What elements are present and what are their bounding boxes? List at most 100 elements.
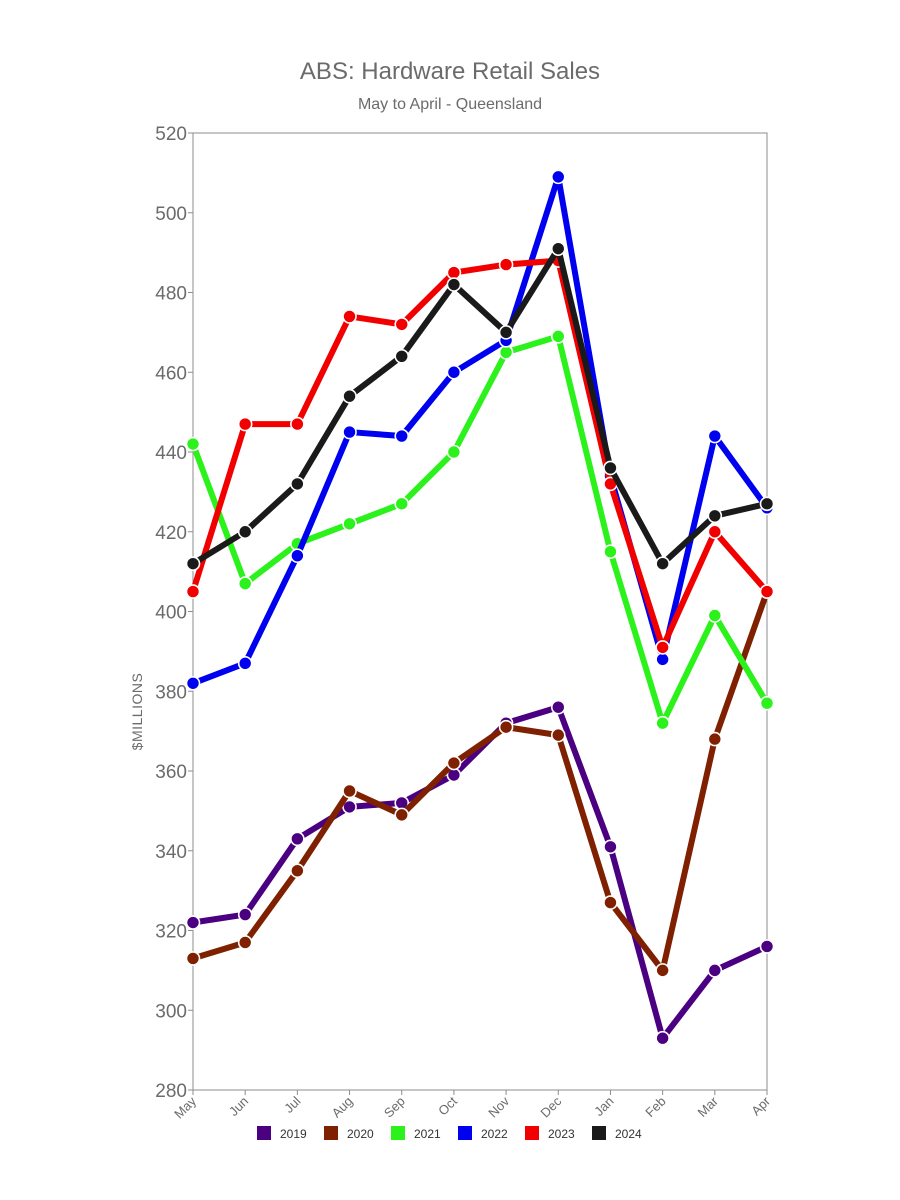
y-tick-label: 280 xyxy=(155,1081,187,1102)
data-point-2021 xyxy=(759,695,775,711)
data-point-2020 xyxy=(185,951,201,966)
legend-swatch-2021 xyxy=(391,1126,405,1140)
legend-label-2024: 2024 xyxy=(615,1127,642,1141)
data-point-2022 xyxy=(237,656,253,671)
y-tick-label: 420 xyxy=(155,523,187,544)
data-point-2024 xyxy=(498,325,514,340)
legend-swatch-2019 xyxy=(257,1126,271,1140)
data-point-2020 xyxy=(707,731,723,747)
data-point-2024 xyxy=(185,556,201,571)
data-point-2020 xyxy=(342,783,357,799)
data-point-2019 xyxy=(550,699,566,715)
data-point-2024 xyxy=(603,460,618,476)
legend-label-2020: 2020 xyxy=(347,1127,374,1141)
series-2022 xyxy=(185,169,775,691)
legend-label-2023: 2023 xyxy=(548,1127,575,1141)
data-point-2019 xyxy=(342,799,357,815)
data-point-2024 xyxy=(655,556,670,571)
series-line-2023 xyxy=(190,257,770,651)
chart-title: ABS: Hardware Retail Sales xyxy=(299,58,601,85)
y-tick-label: 380 xyxy=(155,682,187,703)
series-line-2024 xyxy=(190,245,770,567)
legend-label-2022: 2022 xyxy=(481,1127,508,1141)
series-2024 xyxy=(185,241,775,571)
y-tick-label: 400 xyxy=(155,603,187,624)
data-point-2021 xyxy=(394,496,410,512)
data-point-2022 xyxy=(550,169,566,185)
data-point-2023 xyxy=(342,309,357,324)
data-point-2022 xyxy=(394,428,410,444)
y-tick-label: 440 xyxy=(155,443,187,464)
data-point-2021 xyxy=(498,345,514,360)
series-line-2021 xyxy=(190,333,770,727)
data-point-2022 xyxy=(290,548,305,563)
data-point-2023 xyxy=(237,416,253,432)
legend-swatch-2024 xyxy=(592,1126,606,1140)
data-point-2021 xyxy=(446,444,462,460)
data-point-2024 xyxy=(759,496,775,512)
x-tick-label: Dec xyxy=(537,1093,564,1120)
data-point-2020 xyxy=(655,963,670,978)
data-point-2020 xyxy=(237,935,253,950)
data-point-2020 xyxy=(498,719,514,735)
x-tick-label: Jul xyxy=(281,1093,303,1115)
legend-label-2019: 2019 xyxy=(280,1127,307,1141)
data-point-2023 xyxy=(394,317,410,332)
y-tick-label: 340 xyxy=(155,842,187,863)
data-point-2019 xyxy=(707,963,723,978)
data-point-2019 xyxy=(290,831,305,847)
data-point-2021 xyxy=(603,544,618,559)
y-axis-title: $MILLIONS xyxy=(129,673,145,751)
data-point-2023 xyxy=(759,584,775,599)
data-point-2024 xyxy=(394,348,410,364)
data-point-2024 xyxy=(342,388,357,404)
data-point-2021 xyxy=(550,329,566,344)
data-point-2022 xyxy=(185,675,201,691)
series-2021 xyxy=(185,329,775,731)
data-point-2019 xyxy=(237,907,253,922)
x-tick-label: Feb xyxy=(642,1094,668,1120)
x-tick-label: Sep xyxy=(381,1094,408,1121)
data-point-2022 xyxy=(446,364,462,380)
data-point-2019 xyxy=(603,839,618,855)
data-point-2020 xyxy=(550,727,566,743)
data-point-2021 xyxy=(342,516,357,532)
y-tick-label: 460 xyxy=(155,363,187,384)
data-point-2024 xyxy=(237,524,253,540)
data-point-2019 xyxy=(185,915,201,930)
data-point-2020 xyxy=(603,895,618,910)
x-tick-label: Nov xyxy=(485,1093,512,1120)
legend: 2019 2020 2021 2022 2023 2024 xyxy=(257,1126,642,1141)
x-tick-label: Oct xyxy=(435,1093,460,1118)
data-point-2021 xyxy=(655,715,670,731)
data-point-2019 xyxy=(655,1030,670,1046)
legend-swatch-2022 xyxy=(458,1126,472,1140)
data-point-2021 xyxy=(237,576,253,591)
legend-swatch-2020 xyxy=(324,1126,338,1140)
legend-swatch-2023 xyxy=(525,1126,539,1140)
series-layer xyxy=(185,169,775,1046)
data-point-2023 xyxy=(655,640,670,655)
x-tick-label: Jan xyxy=(591,1094,616,1119)
data-point-2020 xyxy=(394,807,410,823)
data-point-2022 xyxy=(342,424,357,440)
series-2023 xyxy=(185,253,775,655)
data-point-2021 xyxy=(185,436,201,452)
series-2020 xyxy=(185,584,775,978)
data-point-2021 xyxy=(707,608,723,623)
data-point-2023 xyxy=(290,416,305,432)
data-point-2024 xyxy=(446,277,462,292)
series-line-2019 xyxy=(190,704,770,1042)
y-tick-label: 480 xyxy=(155,284,187,305)
series-line-2020 xyxy=(190,588,770,974)
data-point-2019 xyxy=(759,939,775,954)
x-tick-label: Jun xyxy=(226,1094,251,1119)
legend-label-2021: 2021 xyxy=(414,1127,441,1141)
x-tick-label: Mar xyxy=(695,1093,722,1120)
data-point-2022 xyxy=(707,428,723,444)
y-tick-label: 320 xyxy=(155,922,187,943)
y-tick-label: 300 xyxy=(155,1001,187,1022)
data-point-2024 xyxy=(290,476,305,492)
data-point-2023 xyxy=(446,265,462,280)
